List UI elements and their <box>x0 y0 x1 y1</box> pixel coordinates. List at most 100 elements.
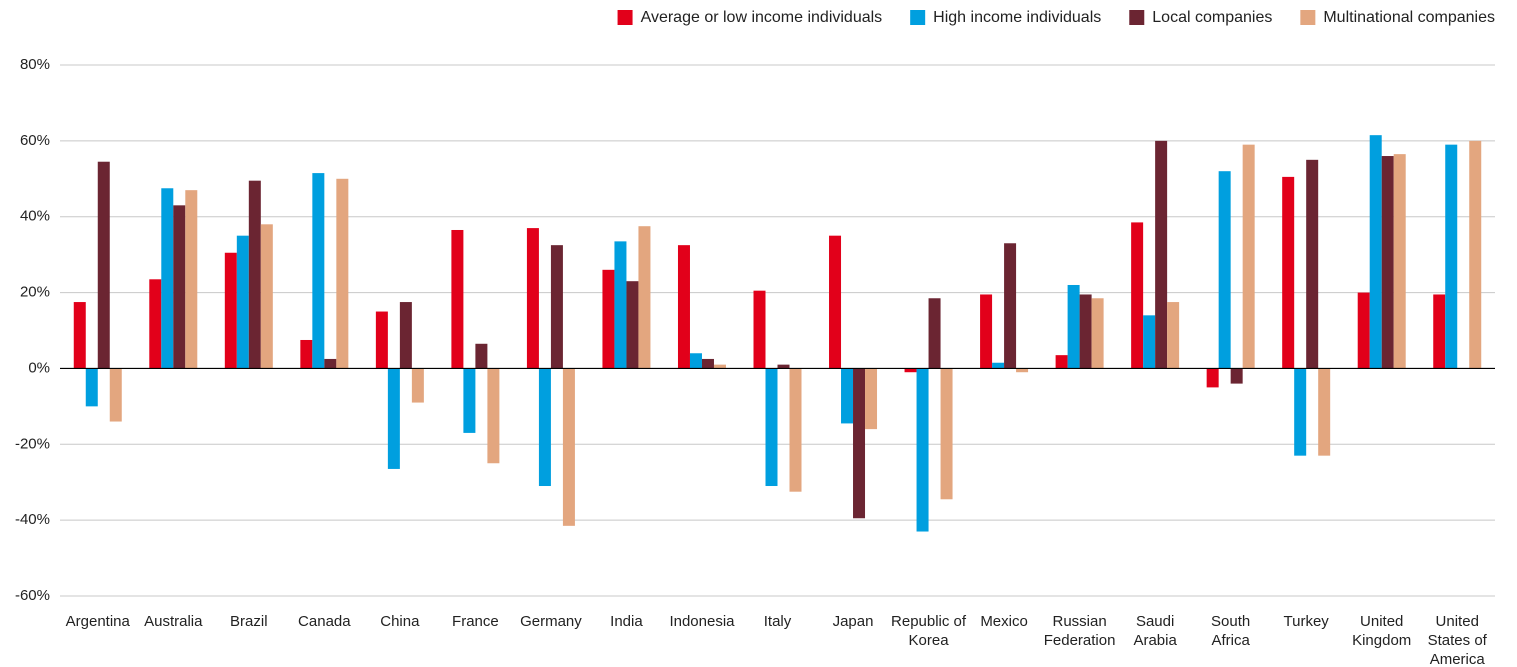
bar <box>550 245 563 369</box>
bar <box>1131 222 1144 369</box>
bar <box>904 368 917 373</box>
x-tick-label: Italy <box>763 613 792 630</box>
bar <box>538 368 551 487</box>
x-tick-label: Japan <box>832 613 874 630</box>
bar <box>1067 284 1080 369</box>
x-tick-label: Republic of Korea <box>891 613 967 649</box>
bar <box>1381 156 1394 369</box>
bar <box>1242 144 1255 369</box>
bar <box>85 368 98 407</box>
legend-label: Average or low income individuals <box>641 9 883 26</box>
bar <box>324 358 337 369</box>
bar <box>677 245 690 369</box>
bar <box>928 298 941 369</box>
bar <box>236 235 249 369</box>
x-tick-label: Argentina <box>65 613 130 630</box>
bar <box>1155 140 1168 369</box>
bar <box>1357 292 1370 369</box>
y-tick-label: 80% <box>20 56 50 73</box>
legend-label: Multinational companies <box>1323 9 1495 26</box>
bar <box>487 368 500 464</box>
bar <box>336 178 349 369</box>
bar <box>638 226 651 369</box>
x-tick-label: Indonesia <box>669 613 735 630</box>
legend-label: High income individuals <box>933 9 1101 26</box>
bar <box>916 368 929 532</box>
bar <box>1318 368 1331 456</box>
x-tick-label: India <box>610 613 643 630</box>
y-tick-label: -40% <box>15 511 50 528</box>
bar <box>1393 154 1406 369</box>
bar <box>829 235 842 369</box>
bar <box>1282 176 1295 369</box>
x-tick-label: South Africa <box>1211 613 1251 649</box>
bar <box>765 368 778 487</box>
x-tick-label: United States of America <box>1427 613 1487 667</box>
bar <box>399 302 412 369</box>
y-tick-label: -60% <box>15 587 50 604</box>
x-tick-label: France <box>452 613 499 630</box>
legend-swatch <box>910 10 926 25</box>
bar <box>109 368 122 422</box>
bar <box>300 339 313 369</box>
bar <box>73 302 86 369</box>
bar <box>173 205 186 369</box>
bar <box>526 228 539 369</box>
bar <box>940 368 953 500</box>
x-tick-label: United Kingdom <box>1352 613 1412 649</box>
bar <box>1445 144 1458 369</box>
bar <box>1433 294 1446 369</box>
bar <box>475 343 488 369</box>
bar <box>375 311 388 369</box>
bar <box>1016 368 1029 373</box>
bar <box>753 290 766 369</box>
bar <box>224 252 237 369</box>
bar <box>980 294 993 369</box>
bar <box>387 368 400 469</box>
x-tick-label: Canada <box>298 613 351 630</box>
bar <box>1369 135 1382 369</box>
bar <box>614 241 627 369</box>
bar <box>992 362 1005 369</box>
bar <box>562 368 575 526</box>
bar <box>463 368 476 433</box>
bar <box>853 368 866 519</box>
legend-swatch <box>1300 10 1316 25</box>
x-tick-label: China <box>380 613 420 630</box>
bar <box>1143 315 1156 369</box>
y-tick-label: 20% <box>20 284 50 301</box>
bar <box>1469 140 1482 369</box>
bar <box>626 281 639 369</box>
y-tick-label: 60% <box>20 132 50 149</box>
x-tick-label: Saudi Arabia <box>1133 613 1177 649</box>
bar <box>1218 171 1231 369</box>
y-tick-label: 0% <box>28 359 50 376</box>
bar <box>1230 368 1243 384</box>
bar <box>777 364 790 369</box>
x-tick-label: Turkey <box>1283 613 1329 630</box>
bar <box>1004 243 1017 369</box>
x-tick-label: Australia <box>144 613 203 630</box>
x-tick-label: Russian Federation <box>1043 613 1116 649</box>
bar <box>713 364 726 369</box>
y-tick-label: -20% <box>15 435 50 452</box>
bar <box>161 188 174 369</box>
legend-swatch <box>617 10 633 25</box>
bar <box>789 368 802 492</box>
x-tick-label: Mexico <box>980 613 1028 630</box>
bar <box>602 269 615 369</box>
bar <box>1091 298 1104 369</box>
bar <box>1206 368 1219 388</box>
bar <box>689 353 702 369</box>
bar <box>1079 294 1092 369</box>
bar <box>1306 159 1319 369</box>
bar <box>865 368 878 430</box>
x-tick-label: Germany <box>520 613 582 630</box>
bar <box>248 180 261 369</box>
legend-label: Local companies <box>1152 9 1272 26</box>
bar <box>1294 368 1307 456</box>
bar <box>1055 355 1068 369</box>
bar <box>185 190 198 369</box>
